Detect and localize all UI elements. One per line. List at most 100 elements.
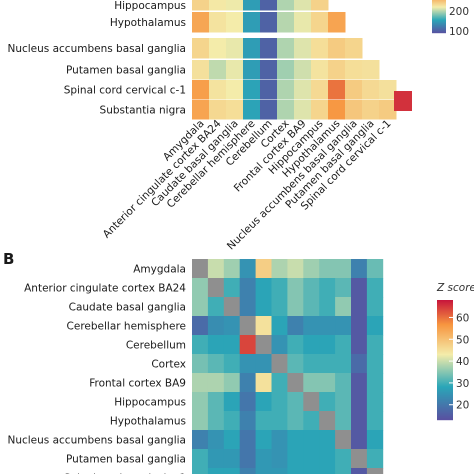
- heatmap-b-cell: [255, 278, 272, 298]
- legend-a-gradient: [432, 11, 446, 13]
- heatmap-b-cell: [351, 430, 368, 450]
- heatmap-b-diagonal-cell: [287, 373, 304, 393]
- legend-b-tick: 20: [456, 400, 469, 412]
- legend-b-gradient: [437, 309, 453, 311]
- heatmap-b-cell: [271, 449, 288, 469]
- heatmap-a-cell: [294, 60, 312, 80]
- heatmap-a-cell: [311, 12, 329, 33]
- legend-a-gradient: [432, 0, 446, 2]
- heatmap-b-diagonal-cell: [255, 335, 272, 355]
- legend-a-gradient: [432, 7, 446, 9]
- heatmap-a-cell: [243, 60, 261, 80]
- legend-b-gradient: [437, 411, 453, 413]
- legend-b-gradient: [437, 369, 453, 371]
- legend-b-gradient: [437, 307, 453, 309]
- heatmap-b-cell: [207, 449, 225, 469]
- legend-b-gradient: [437, 338, 453, 340]
- heatmap-a-cell: [192, 100, 210, 120]
- heatmap-a-cell: [243, 0, 261, 11]
- legend-b-gradient: [437, 396, 453, 398]
- heatmap-b-cell: [192, 278, 209, 298]
- legend-a-gradient: [432, 29, 446, 31]
- legend-b-gradient: [437, 380, 453, 382]
- legend-b-gradient: [437, 390, 453, 392]
- legend-b-gradient: [437, 305, 453, 307]
- legend-b-gradient: [437, 370, 453, 372]
- legend-b-gradient: [437, 351, 453, 353]
- legend-b-gradient: [437, 383, 453, 385]
- legend-a-gradient: [432, 1, 446, 3]
- heatmap-b-row-label: Hypothalamus: [110, 416, 186, 428]
- heatmap-b-cell: [255, 354, 272, 374]
- legend-b-gradient: [437, 321, 453, 323]
- legend-b-gradient: [437, 413, 453, 415]
- heatmap-b-row-label: Nucleus accumbens basal ganglia: [7, 435, 186, 447]
- heatmap-b-cell: [319, 335, 336, 355]
- heatmap-b-cell: [239, 449, 256, 469]
- legend-b-gradient: [437, 410, 453, 412]
- legend-b-gradient: [437, 384, 453, 386]
- legend-a-gradient: [432, 25, 446, 27]
- legend-b-gradient: [437, 405, 453, 407]
- heatmap-a-cell: [294, 12, 312, 33]
- heatmap-b-cell: [366, 316, 384, 336]
- heatmap-b-cell: [271, 430, 288, 450]
- heatmap-a-cell: [260, 60, 278, 80]
- heatmap-a-cell: [311, 0, 329, 11]
- legend-b-gradient: [437, 382, 453, 384]
- legend-b-gradient: [437, 403, 453, 405]
- heatmap-a-cell: [243, 80, 261, 100]
- heatmap-b-cell: [239, 297, 256, 317]
- heatmap-b-cell: [366, 259, 384, 279]
- heatmap-b-cell: [287, 411, 304, 431]
- heatmap-a-cell: [328, 100, 346, 120]
- legend-b-gradient: [437, 400, 453, 402]
- heatmap-b-cell: [207, 468, 225, 474]
- heatmap-b-cell: [366, 335, 384, 355]
- legend-b-gradient: [437, 352, 453, 354]
- heatmap-b-cell: [271, 316, 288, 336]
- heatmap-a: Hippocampus Hypothalamus Nucleus accumbens…: [7, 0, 412, 252]
- legend-b-gradient: [437, 409, 453, 411]
- legend-b-gradient: [437, 358, 453, 360]
- legend-b-gradient: [437, 324, 453, 326]
- heatmap-b-cell: [223, 430, 241, 450]
- legend-b-gradient: [437, 313, 453, 315]
- heatmap-b-diagonal-cell: [239, 316, 256, 336]
- heatmap-b-row-label: Cortex: [151, 359, 186, 371]
- legend-a-gradient: [432, 6, 446, 8]
- heatmap-a-cell: [209, 80, 227, 100]
- heatmap-b-cell: [366, 392, 384, 412]
- heatmap-b-cell: [271, 297, 288, 317]
- heatmap-b-cell: [351, 411, 368, 431]
- heatmap-a-cell: [209, 100, 227, 120]
- heatmap-b-cell: [303, 468, 320, 474]
- heatmap-b-diagonal-cell: [351, 449, 368, 469]
- heatmap-b-cell: [223, 392, 241, 412]
- heatmap-b-cell: [255, 449, 272, 469]
- heatmap-b-cell: [192, 354, 209, 374]
- heatmap-a-cell: [362, 80, 380, 100]
- heatmap-b-cell: [239, 354, 256, 374]
- legend-a-gradient: [432, 4, 446, 6]
- legend-b-gradient: [437, 372, 453, 374]
- legend-b-gradient: [437, 334, 453, 336]
- legend-b-gradient: [437, 416, 453, 418]
- heatmap-b-cell: [351, 354, 368, 374]
- heatmap-b-cell: [335, 354, 352, 374]
- heatmap-a-cell: [328, 60, 346, 80]
- legend-b-gradient: [437, 302, 453, 304]
- heatmap-b-cell: [255, 411, 272, 431]
- heatmap-a-cell: [277, 0, 295, 11]
- heatmap-b-row-label: Hippocampus: [114, 397, 186, 409]
- heatmap-b-cell: [271, 392, 288, 412]
- legend-b-gradient: [437, 328, 453, 330]
- legend-a-gradient: [432, 8, 446, 10]
- heatmap-a-cell: [394, 91, 412, 111]
- heatmap-b-cell: [335, 373, 352, 393]
- heatmap-a-cell: [226, 0, 244, 11]
- heatmap-b-row-label: Anterior cingulate cortex BA24: [24, 283, 186, 295]
- heatmap-b-diagonal-cell: [207, 278, 225, 298]
- legend-a-gradient: [432, 14, 446, 16]
- legend-b-gradient: [437, 320, 453, 322]
